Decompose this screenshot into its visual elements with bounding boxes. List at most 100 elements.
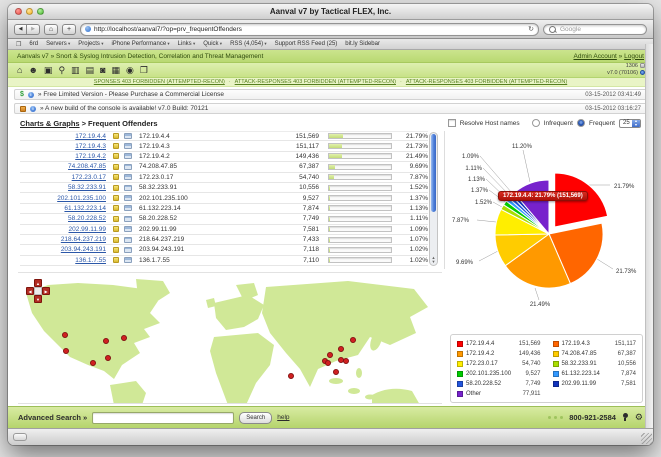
documents-icon[interactable]: ❐ [139,64,148,75]
bookmark-item[interactable]: Projects ▾ [78,41,104,47]
lookup-icon[interactable] [113,236,119,243]
lookup-icon[interactable] [113,133,119,140]
page-size-select[interactable]: 25 ▲ ▼ [619,118,641,128]
detail-window-icon[interactable] [124,143,132,150]
ip-link[interactable]: 58.20.228.52 [68,215,106,223]
map-offender-marker[interactable] [337,357,344,364]
new-tab-button[interactable]: + [62,23,76,35]
help-link[interactable]: help [277,414,290,421]
notification-row[interactable]: $ i » Free Limited Version - Please Purc… [14,89,647,100]
map-offender-marker[interactable] [105,355,112,362]
logout-link[interactable]: Logout [624,52,644,60]
map-offender-marker[interactable] [332,369,339,376]
map-offender-marker[interactable] [337,346,344,353]
lookup-icon[interactable] [113,163,119,170]
minimize-window-button[interactable] [26,8,33,15]
version-info-icon[interactable] [640,70,645,75]
lookup-icon[interactable] [113,153,119,160]
map-offender-marker[interactable] [63,348,70,355]
map-offender-marker[interactable] [90,360,97,367]
pie-slice-172.19.4.2[interactable] [504,233,572,289]
detail-window-icon[interactable] [124,133,132,140]
map-offender-marker[interactable] [326,352,333,359]
search-icon[interactable]: ⚲ [58,64,66,75]
admin-account-link[interactable]: Admin Account [573,52,617,60]
lookup-icon[interactable] [113,174,119,181]
detail-window-icon[interactable] [124,215,132,222]
lookup-icon[interactable] [113,226,119,233]
search-button[interactable]: Search [239,411,273,424]
lookup-icon[interactable] [113,195,119,202]
reports-icon[interactable]: ▥ [71,64,80,75]
ip-link[interactable]: 172.19.4.3 [75,142,106,150]
lookup-icon[interactable] [113,257,119,264]
map-offender-marker[interactable] [287,373,294,380]
notification-row[interactable]: i » A new build of the console is availa… [14,103,647,114]
infrequent-radio[interactable] [531,119,540,127]
map-offender-marker[interactable] [349,337,356,344]
lookup-icon[interactable] [113,184,119,191]
lightbulb-icon[interactable] [622,412,629,423]
ip-link[interactable]: 172.19.4.4 [75,132,106,140]
map-offender-marker[interactable] [342,358,349,365]
detail-window-icon[interactable] [124,226,132,233]
scrollbar-arrows[interactable]: ▲ ▼ [431,255,436,264]
ip-link[interactable]: 74.208.47.85 [68,163,106,171]
statusbar-pill[interactable] [13,433,27,441]
pan-down-button[interactable]: ▼ [34,295,42,303]
detail-window-icon[interactable] [124,195,132,202]
ip-link[interactable]: 172.23.0.17 [71,173,106,181]
bookmarks-book-icon[interactable]: ❐ [16,41,22,48]
lookup-icon[interactable] [113,246,119,253]
ticker-event-link[interactable]: SPONSES 403 FORBIDDEN (ATTEMPTED-RECON) [93,79,225,85]
detail-window-icon[interactable] [124,246,132,253]
ticker-event-link[interactable]: ATTACK-RESPONSES 403 FORBIDDEN (ATTEMPTE… [405,79,568,85]
ip-link[interactable]: 202.99.11.99 [68,225,106,233]
home-button[interactable]: ⌂ [44,23,58,35]
ticker-event-link[interactable]: ATTACK-RESPONSES 403 FORBIDDEN (ATTEMPTE… [234,79,396,85]
detail-window-icon[interactable] [124,184,132,191]
detail-window-icon[interactable] [124,257,132,264]
ip-link[interactable]: 202.101.235.100 [57,194,106,202]
pan-up-button[interactable]: ▲ [34,279,42,287]
bookmark-item[interactable]: Servers ▾ [46,41,71,47]
map-offender-marker[interactable] [121,335,128,342]
ip-link[interactable]: 136.1.7.55 [75,256,106,264]
advanced-search-input[interactable] [92,411,235,424]
bookmark-item[interactable]: iPhone Performance ▾ [111,41,170,47]
lookup-icon[interactable] [113,205,119,212]
pie-slice-172.19.4.3[interactable] [548,222,604,285]
snapshots-icon[interactable]: ◙ [100,64,106,75]
pan-left-button[interactable]: ◀ [26,287,34,295]
close-window-button[interactable] [15,8,22,15]
ip-link[interactable]: 172.19.4.2 [75,152,106,160]
bookmark-item[interactable]: RSS (4,054) ▾ [230,41,267,47]
table-scrollbar[interactable]: ▲ ▼ [429,132,438,266]
detail-window-icon[interactable] [124,205,132,212]
sensors-icon[interactable]: ▣ [43,64,53,75]
map-offender-marker[interactable] [62,332,69,339]
bookmark-item[interactable]: 6rd [29,41,39,47]
forward-button[interactable]: ▶ [27,23,40,35]
console-icon[interactable]: ▤ [85,64,95,75]
home-icon[interactable]: ⌂ [17,64,23,75]
frequent-radio[interactable] [576,119,585,127]
pan-center-button[interactable] [34,287,42,295]
ip-link[interactable]: 58.32.233.91 [68,184,106,192]
bookmark-item[interactable]: bit.ly Sidebar [345,41,380,47]
rules-icon[interactable]: ▦ [111,64,121,75]
breadcrumb-charts-graphs[interactable]: Charts & Graphs [20,118,80,128]
lookup-icon[interactable] [113,143,119,150]
back-button[interactable]: ◀ [14,23,27,35]
ip-link[interactable]: 203.94.243.191 [60,246,106,254]
ip-link[interactable]: 218.64.237.219 [60,236,106,244]
lookup-icon[interactable] [113,215,119,222]
gear-icon[interactable]: ⚙ [634,412,643,422]
zoom-window-button[interactable] [37,8,44,15]
pan-right-button[interactable]: ▶ [42,287,50,295]
scrollbar-thumb[interactable] [431,134,436,212]
resolve-hostnames-checkbox[interactable] [447,119,456,127]
map-offender-marker[interactable] [103,338,110,345]
event-counter-icon[interactable] [640,63,645,68]
detail-window-icon[interactable] [124,163,132,170]
